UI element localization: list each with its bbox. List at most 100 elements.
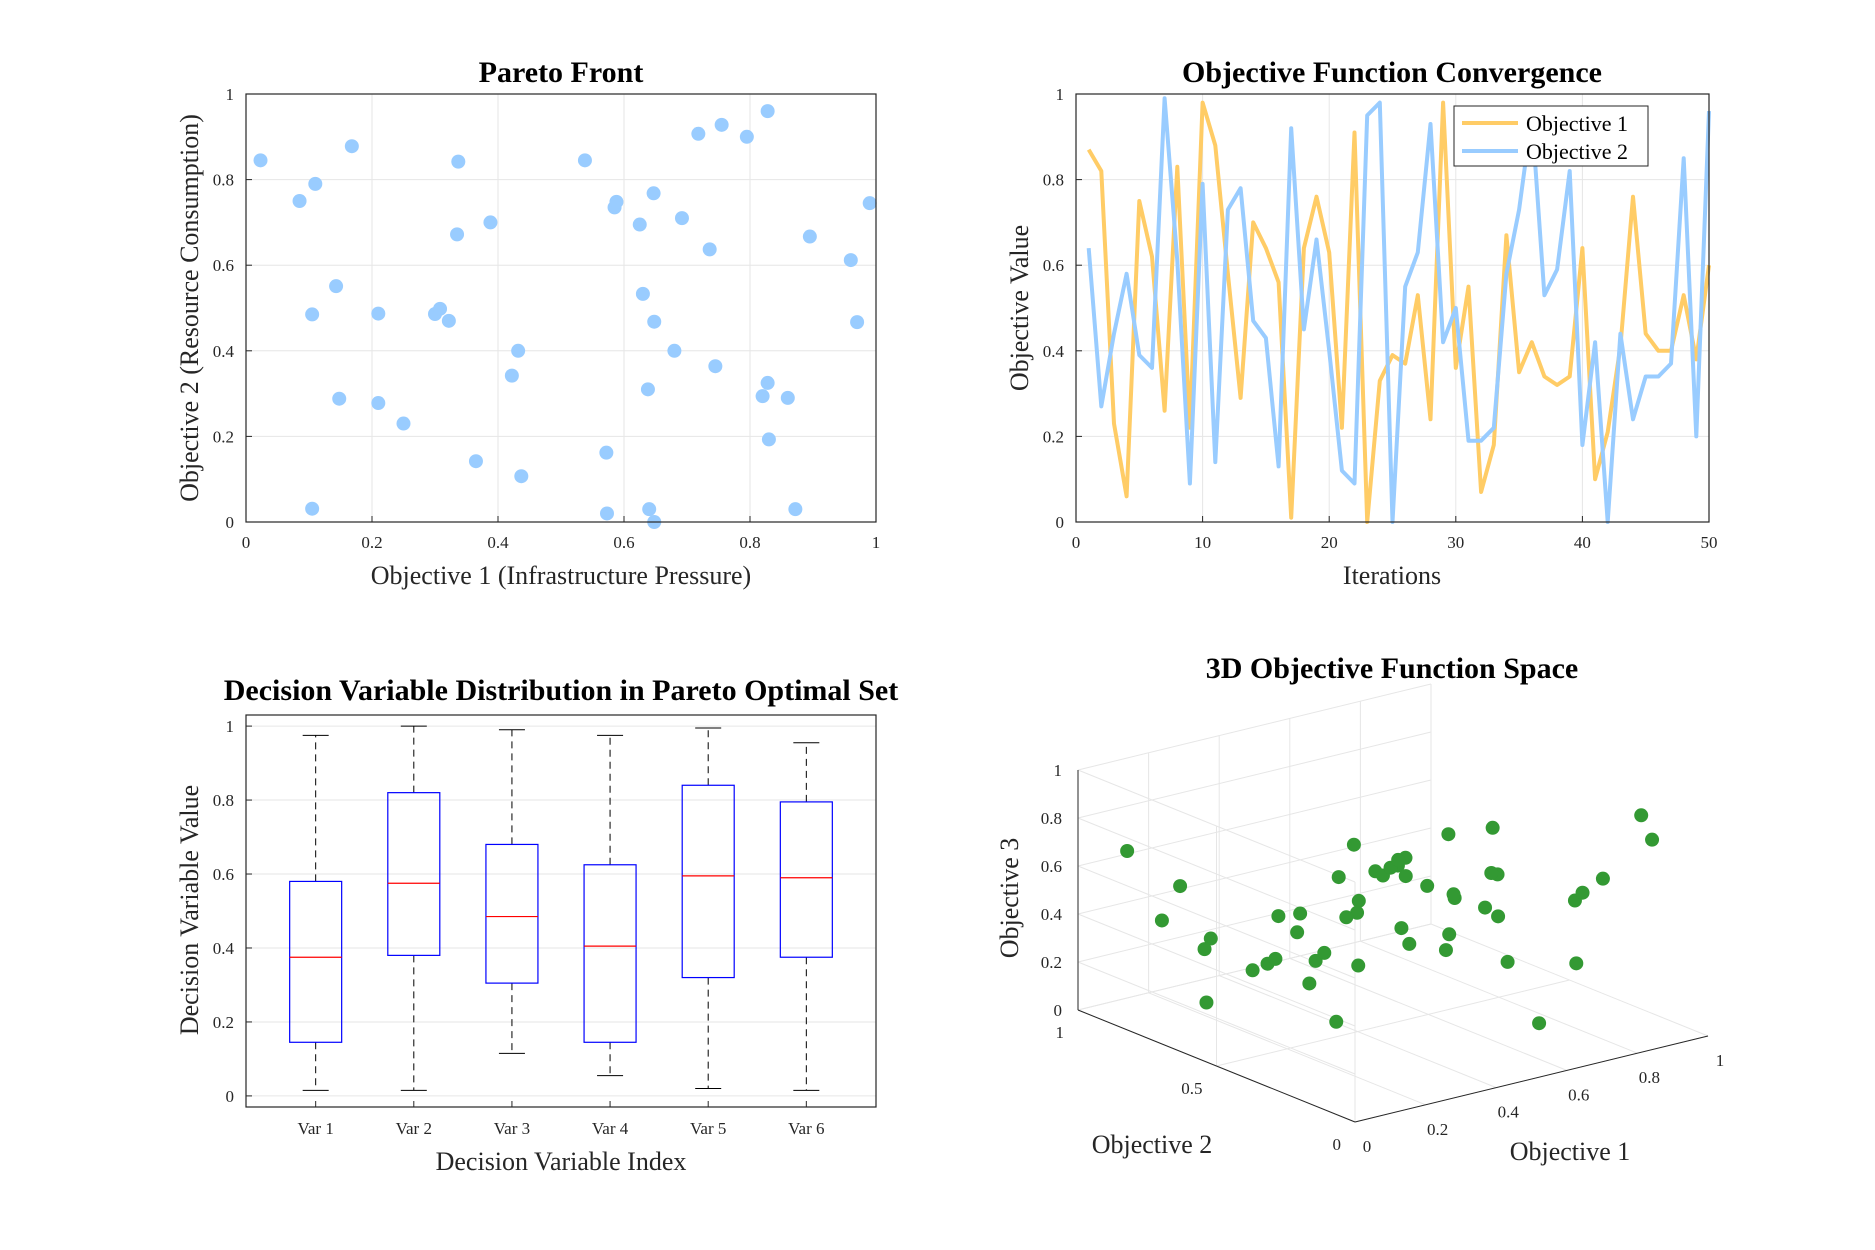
y-tick-label: 1 [1056, 85, 1065, 104]
z-tick-label: 0.8 [1041, 809, 1062, 828]
objective-point [1173, 879, 1188, 894]
objective-point [1438, 943, 1453, 958]
objective-point [1351, 893, 1366, 908]
objective-point [1478, 900, 1493, 915]
objective-point [1351, 958, 1366, 973]
x-tick-label: 40 [1574, 533, 1591, 552]
x-tick-label: 0.4 [1498, 1103, 1520, 1122]
pareto-point [646, 186, 661, 201]
pareto-point [780, 390, 795, 405]
x-tick-label: 0.4 [487, 533, 509, 552]
back-wall-gridline [1077, 731, 1432, 819]
objective-point [1484, 866, 1499, 880]
scatter3d-title: 3D Objective Function Space [1206, 652, 1578, 685]
axes-frame [1075, 93, 1710, 523]
back-wall-gridline [1077, 875, 1432, 963]
y-axis-line [1077, 1009, 1356, 1123]
x-tick-label: Var 5 [690, 1119, 726, 1138]
back-wall-gridline [1077, 779, 1432, 867]
axes-frame [245, 714, 877, 1108]
pareto-point [371, 396, 386, 411]
boxplot-panel: Decision Variable Distribution in Pareto… [175, 674, 898, 1176]
x-tick-label: 20 [1321, 533, 1338, 552]
pareto-point [577, 153, 592, 168]
pareto-point [292, 194, 307, 208]
iqr-box [779, 801, 833, 958]
x-tick-label: Var 3 [494, 1119, 530, 1138]
pareto-point [640, 382, 655, 397]
side-wall-gridline [1077, 913, 1356, 1027]
back-wall-gridline [1077, 827, 1432, 915]
y-tick-label: 0 [226, 513, 235, 532]
iqr-box [387, 792, 441, 956]
pareto-point [862, 196, 877, 211]
pareto-point [483, 215, 498, 230]
y-tick-label: 0.6 [213, 256, 234, 275]
axes-frame [245, 93, 877, 523]
y-tick-label: 0.2 [213, 427, 234, 446]
pareto-point [714, 117, 729, 132]
pareto-front-title: Pareto Front [479, 56, 644, 89]
y-tick-label: 0.8 [213, 791, 234, 810]
boxplot-var-6 [779, 742, 833, 1091]
z-tick-label: 0.2 [1041, 953, 1062, 972]
x-tick-label: 0.2 [361, 533, 382, 552]
series-line-objective-2 [1086, 96, 1711, 524]
pareto-point [371, 306, 386, 321]
x-tick-label: 30 [1447, 533, 1464, 552]
y-tick-label: 0 [226, 1087, 235, 1106]
objective-point [1346, 837, 1361, 852]
iqr-box [485, 843, 539, 984]
objective-point [1485, 820, 1500, 835]
boxplot-xlabel: Decision Variable Index [436, 1147, 687, 1176]
boxplot-var-1 [289, 734, 343, 1091]
pareto-point [332, 391, 347, 406]
scatter3d-xlabel: Objective 1 [1510, 1137, 1631, 1166]
pareto-point [708, 359, 723, 374]
pareto-point [396, 416, 411, 431]
pareto-point [441, 313, 456, 328]
pareto-front-ylabel: Objective 2 (Resource Consumption) [175, 114, 204, 502]
convergence-title: Objective Function Convergence [1182, 56, 1602, 89]
x-tick-label: 0.8 [1639, 1068, 1660, 1087]
objective-point [1595, 871, 1610, 886]
x-tick-label: 0.6 [613, 533, 634, 552]
back-wall-gridline [1077, 683, 1432, 771]
legend-box [1453, 105, 1649, 167]
pareto-front-axes [246, 94, 876, 522]
iqr-box [681, 784, 735, 979]
pareto-point [702, 242, 717, 257]
y-tick-label: 0.6 [213, 865, 234, 884]
objective-point [1394, 921, 1409, 936]
objective-point [1569, 956, 1584, 971]
pareto-point [739, 129, 754, 144]
pareto-point [504, 368, 519, 383]
objective-point [1154, 913, 1169, 928]
pareto-point [788, 502, 803, 517]
scatter3d-ylabel: Objective 2 [1092, 1130, 1213, 1159]
objective-point [1441, 827, 1456, 842]
boxplot-var-2 [387, 725, 441, 1091]
boxplot-var-5 [681, 727, 735, 1090]
pareto-point [632, 217, 647, 232]
z-tick-label: 0.6 [1041, 857, 1062, 876]
pareto-point [642, 502, 657, 517]
objective-point [1268, 951, 1283, 966]
pareto-point [450, 227, 465, 242]
x-tick-label: 0.6 [1568, 1085, 1589, 1104]
x-tick-label: 0 [1072, 533, 1081, 552]
objective-point [1329, 1014, 1344, 1029]
z-tick-label: 0.4 [1041, 905, 1063, 924]
pareto-point [761, 432, 776, 447]
y-tick-label: 0.6 [1043, 256, 1064, 275]
objective-point [1197, 942, 1212, 957]
pareto-point [514, 469, 529, 484]
boxplot-title: Decision Variable Distribution in Pareto… [224, 674, 898, 707]
pareto-front-xlabel: Objective 1 (Infrastructure Pressure) [371, 561, 751, 590]
convergence-xlabel: Iterations [1343, 561, 1441, 590]
pareto-point [691, 126, 706, 141]
y-tick-label: 0.8 [1043, 171, 1064, 190]
x-axis-line [1354, 1035, 1709, 1123]
pareto-point [599, 506, 614, 521]
y-tick-label: 0.4 [1043, 342, 1065, 361]
